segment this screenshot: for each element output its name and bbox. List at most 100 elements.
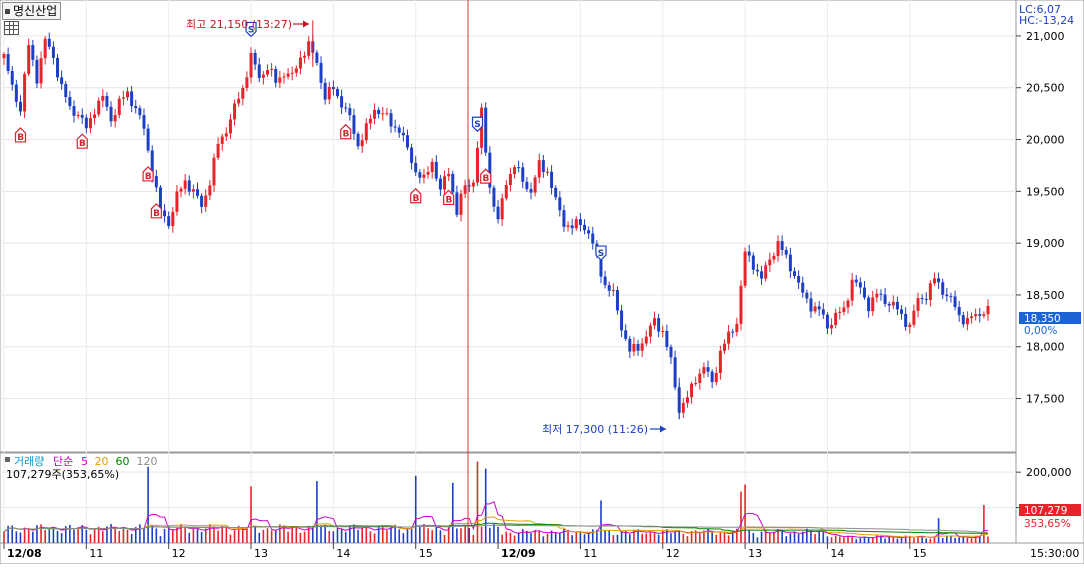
volume-legend-item: 120 — [137, 455, 158, 468]
candle-body — [414, 162, 418, 173]
candle-body — [821, 309, 825, 315]
candle-body — [150, 150, 154, 177]
candle-body — [599, 254, 603, 277]
candle-body — [270, 69, 274, 71]
candle-body — [228, 119, 232, 134]
candle-body — [475, 147, 479, 183]
candle-body — [974, 314, 978, 317]
candle-body — [809, 298, 813, 312]
price-tick-label: 17,500 — [1026, 393, 1065, 406]
price-panel — [0, 0, 1017, 453]
candle-body — [121, 97, 125, 99]
candle-body — [76, 115, 80, 117]
candle-body — [665, 330, 669, 347]
signal-label: B — [343, 130, 350, 140]
candle-body — [51, 46, 55, 58]
time-tick-label: 14 — [336, 547, 350, 560]
last-price-badge — [1019, 312, 1081, 324]
sell-signal-icon — [595, 245, 607, 261]
signal-label: S — [248, 25, 254, 35]
candle-body — [27, 45, 31, 74]
candle-body — [43, 38, 47, 59]
candle-body — [352, 115, 356, 134]
candle-body — [373, 109, 377, 119]
time-tick-label: 11 — [583, 547, 597, 560]
candle-body — [768, 259, 772, 266]
candle-body — [274, 69, 278, 83]
candle-body — [603, 276, 607, 286]
candle-body — [261, 74, 265, 78]
candle-body — [146, 128, 150, 151]
candle-body — [331, 86, 335, 90]
time-tick-label: 11 — [89, 547, 103, 560]
candle-body — [463, 185, 467, 194]
candle-body — [760, 271, 764, 279]
candle-body — [875, 293, 879, 298]
candle-body — [850, 279, 854, 301]
candle-body — [14, 84, 18, 102]
candle-body — [430, 161, 434, 172]
candle-body — [23, 73, 27, 112]
candle-body — [183, 180, 187, 189]
grid-table-icon[interactable] — [4, 21, 19, 35]
candle-body — [233, 103, 237, 120]
candle-body — [867, 297, 871, 312]
high-annotation: 최고 21,150 (13:27) — [186, 18, 292, 31]
candle-body — [620, 310, 624, 331]
price-tick-label: 19,000 — [1026, 237, 1065, 250]
y-axis-area — [1015, 0, 1084, 544]
candle-body — [842, 307, 846, 312]
candle-body — [401, 132, 405, 136]
candle-body — [731, 331, 735, 333]
candle-body — [743, 251, 747, 286]
signal-label: B — [153, 209, 160, 219]
candle-body — [245, 77, 249, 89]
candle-body — [500, 198, 504, 220]
candle-body — [72, 106, 76, 116]
last-price: 18,350 — [1024, 313, 1061, 325]
candle-body — [636, 343, 640, 351]
candle-body — [410, 147, 414, 163]
candle-body — [714, 372, 718, 383]
sell-signal-icon — [245, 21, 257, 38]
candle-body — [187, 180, 191, 192]
candle-body — [6, 54, 10, 71]
candle-body — [286, 73, 290, 77]
candle-body — [784, 249, 788, 255]
candle-body — [727, 331, 731, 344]
candle-body — [348, 108, 352, 116]
volume-info: 107,279주(353,65%) — [6, 468, 119, 481]
candle-body — [900, 309, 904, 314]
candle-body — [805, 292, 809, 299]
price-tick-label: 18,000 — [1026, 341, 1065, 354]
candle-body — [109, 106, 113, 122]
candle-body — [163, 210, 167, 217]
candle-body — [566, 225, 570, 227]
candle-body — [521, 167, 525, 182]
candle-body — [891, 301, 895, 306]
candle-body — [545, 171, 549, 173]
candle-body — [525, 181, 529, 190]
time-tick-label: 12 — [172, 547, 186, 560]
volume-tick-label: 200,000 — [1026, 466, 1072, 479]
time-tick-label: 12 — [666, 547, 680, 560]
candle-body — [204, 195, 208, 207]
candle-body — [928, 283, 932, 300]
candle-body — [488, 152, 492, 188]
candle-body — [368, 118, 372, 124]
volume-legend-item: 단순 — [53, 455, 73, 468]
candle-body — [84, 117, 88, 129]
candle-body — [690, 383, 694, 398]
candle-body — [397, 127, 401, 133]
candle-body — [492, 187, 496, 207]
candle-body — [550, 171, 554, 188]
candle-body — [389, 113, 393, 127]
candle-body — [138, 108, 142, 116]
candle-body — [360, 140, 364, 147]
last-volume-badge — [1019, 504, 1081, 516]
candle-body — [648, 325, 652, 337]
candle-body — [438, 178, 442, 190]
candle-body — [294, 68, 298, 73]
stock-name-tab[interactable]: 명신산업 — [2, 2, 62, 20]
